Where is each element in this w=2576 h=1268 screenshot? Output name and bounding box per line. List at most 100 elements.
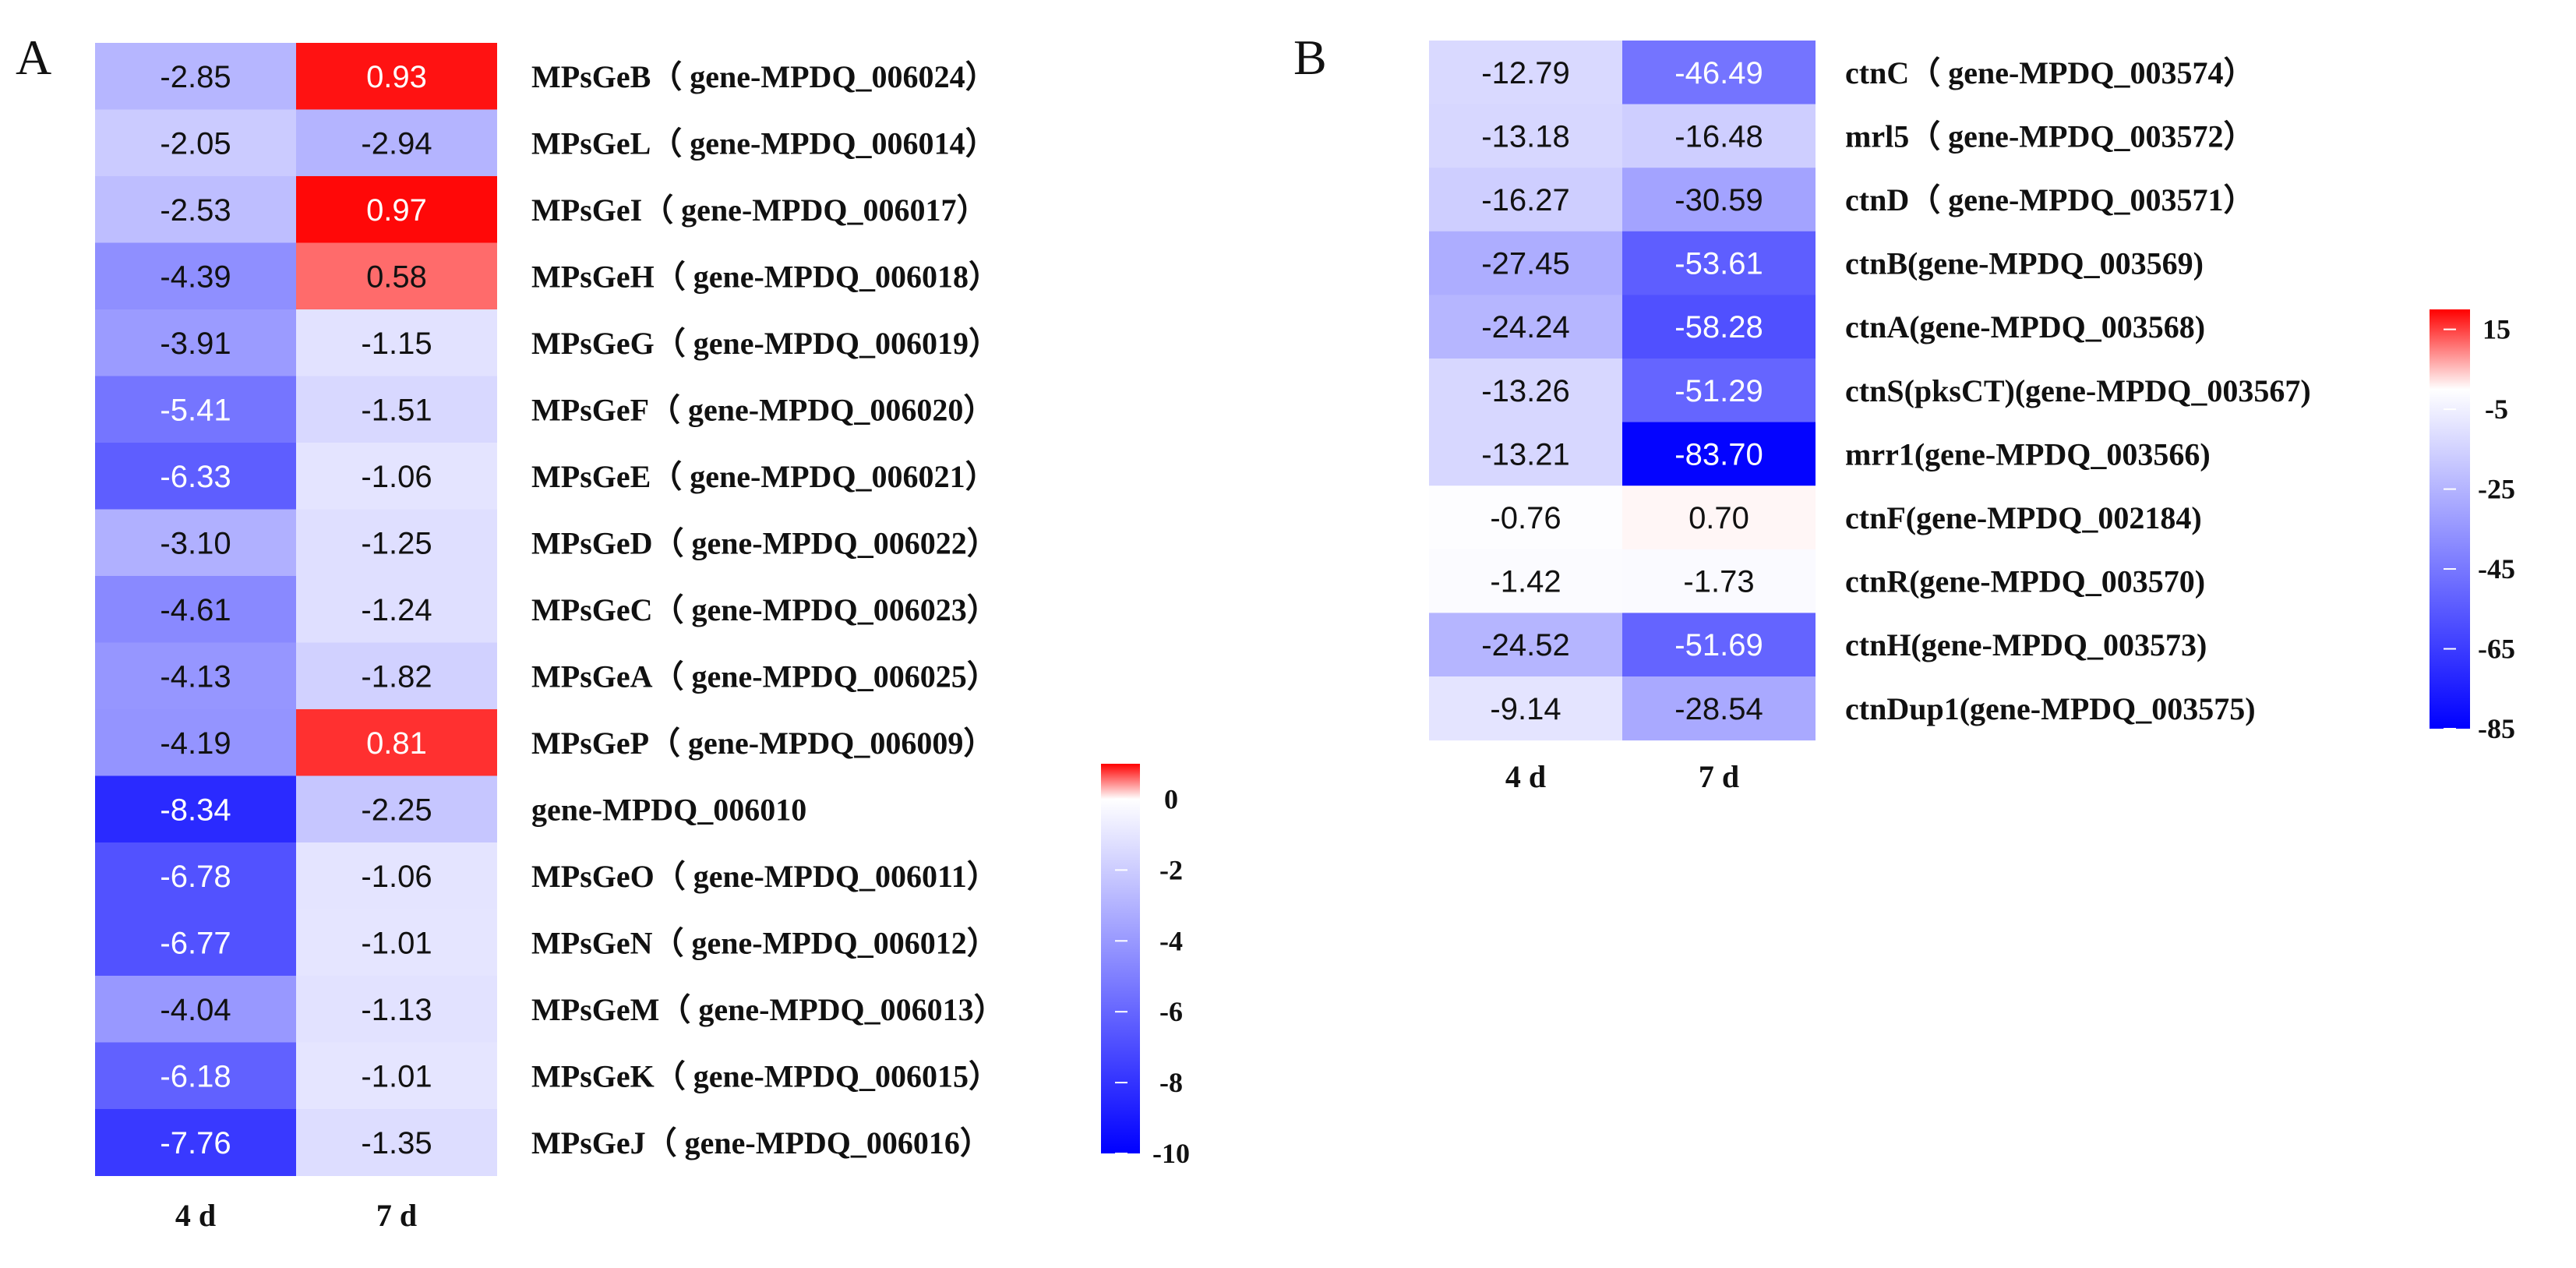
panel-label-a: A xyxy=(16,30,51,85)
heatmap-cell xyxy=(1429,104,1622,168)
row-label: ctnR(gene-MPDQ_003570) xyxy=(1845,564,2205,599)
cell-value: -16.48 xyxy=(1674,119,1763,154)
heatmap-panel-a: A -2.85 0.93-2.05 -2.94-2.53 0.97-4.39 0.58-… xyxy=(16,30,1190,1233)
heatmap-cell xyxy=(1429,549,1622,613)
row-label: ctnS(pksCT)(gene-MPDQ_003567) xyxy=(1845,373,2311,408)
cell-value: -51.69 xyxy=(1674,628,1763,662)
row-label: mrl5（ gene-MPDQ_003572） xyxy=(1845,118,2254,154)
heatmap-cell xyxy=(296,376,497,443)
scale-tick-label: -4 xyxy=(1159,925,1183,956)
heatmap-cell xyxy=(1429,41,1622,105)
row-label: ctnF(gene-MPDQ_002184) xyxy=(1845,500,2202,535)
cell-value: 0.58 xyxy=(366,260,427,294)
heatmap-cell xyxy=(1429,486,1622,550)
heatmap-cell xyxy=(95,509,296,577)
row-label: MPsGeE（ gene-MPDQ_006021） xyxy=(531,459,997,494)
panel-label-b: B xyxy=(1293,30,1327,85)
cell-value: -2.94 xyxy=(361,126,432,161)
heatmap-cell xyxy=(1622,104,1816,168)
cell-value: -28.54 xyxy=(1674,692,1763,726)
row-label: ctnD（ gene-MPDQ_003571） xyxy=(1845,182,2254,217)
cell-value: 0.70 xyxy=(1689,501,1749,535)
color-bar-b xyxy=(2430,309,2470,729)
row-label: mrr1(gene-MPDQ_003566) xyxy=(1845,436,2211,472)
heatmap-cell xyxy=(95,443,296,510)
row-label: MPsGeP（ gene-MPDQ_006009） xyxy=(531,726,994,761)
cell-value: -1.35 xyxy=(361,1126,432,1160)
cell-value: -58.28 xyxy=(1674,310,1763,344)
heatmap-cell xyxy=(296,509,497,577)
cell-value: -3.91 xyxy=(160,327,231,361)
row-label: MPsGeA（ gene-MPDQ_006025） xyxy=(531,659,998,694)
cell-value: -1.15 xyxy=(361,327,432,361)
row-label: MPsGeN（ gene-MPDQ_006012） xyxy=(531,925,998,960)
cell-value: -1.73 xyxy=(1683,565,1754,599)
heatmap-cells-b: -12.79 -46.49 -13.18 -16.48 -16.27 -30.59 -27.… xyxy=(1429,41,1816,741)
cell-value: -4.04 xyxy=(160,993,231,1027)
scale-tick-label: -65 xyxy=(2478,634,2515,665)
cell-value: -46.49 xyxy=(1674,56,1763,90)
row-label: ctnC（ gene-MPDQ_003574） xyxy=(1845,55,2254,90)
scale-tick-label: -85 xyxy=(2478,713,2515,744)
row-label: MPsGeJ（ gene-MPDQ_006016） xyxy=(531,1125,991,1160)
cell-value: -1.01 xyxy=(361,926,432,960)
cell-value: -1.42 xyxy=(1490,565,1561,599)
heatmap-cell xyxy=(1429,676,1622,741)
heatmap-cell xyxy=(95,709,296,776)
heatmap-cell xyxy=(95,1109,296,1176)
row-labels-a: MPsGeB（ gene-MPDQ_006024） MPsGeL（ gene-MP… xyxy=(531,59,1005,1160)
color-scale-a: 0 -2 -4 -6 -8 -10 xyxy=(1101,764,1190,1169)
cell-value: -16.27 xyxy=(1481,183,1569,217)
cell-value: -4.39 xyxy=(160,260,231,294)
heatmap-cell xyxy=(95,1042,296,1110)
heatmap-cell xyxy=(1622,613,1816,677)
heatmap-panel-b: B -12.79 -46.49 -13.18 -16.48 -16.27 -30.59 -2… xyxy=(1293,30,2515,794)
cell-value: -1.01 xyxy=(361,1059,432,1093)
column-label: 7 d xyxy=(1699,759,1739,794)
heatmap-cell xyxy=(1622,359,1816,423)
heatmap-cell xyxy=(95,842,296,909)
heatmap-cell xyxy=(1622,486,1816,550)
heatmap-cell xyxy=(95,909,296,977)
heatmap-cell xyxy=(1622,231,1816,295)
row-label: MPsGeO（ gene-MPDQ_006011） xyxy=(531,859,998,894)
cell-value: -6.18 xyxy=(160,1059,231,1093)
cell-value: -2.05 xyxy=(160,126,231,161)
row-label: MPsGeH（ gene-MPDQ_006018） xyxy=(531,259,1000,294)
cell-value: -1.24 xyxy=(361,593,432,627)
heatmap-cell xyxy=(296,176,497,243)
color-scale-ticks-b: 15 -5 -25 -45 -65 -85 xyxy=(2444,314,2515,744)
heatmap-cell xyxy=(296,642,497,710)
cell-value: -1.51 xyxy=(361,393,432,427)
heatmap-cell xyxy=(1622,295,1816,359)
heatmap-cell xyxy=(1429,359,1622,423)
heatmap-cell xyxy=(296,842,497,909)
heatmap-cell xyxy=(95,242,296,310)
row-label: MPsGeB（ gene-MPDQ_006024） xyxy=(531,59,997,94)
heatmap-cell xyxy=(1622,168,1816,232)
heatmap-cell xyxy=(296,443,497,510)
heatmap-cell xyxy=(1429,422,1622,486)
heatmap-cell xyxy=(95,642,296,710)
heatmap-cell xyxy=(1429,613,1622,677)
heatmap-cell xyxy=(95,576,296,643)
column-label: 4 d xyxy=(175,1198,216,1233)
cell-value: -1.25 xyxy=(361,526,432,560)
cell-value: -5.41 xyxy=(160,393,231,427)
heatmap-cell xyxy=(296,43,497,110)
row-labels-b: ctnC（ gene-MPDQ_003574） mrl5（ gene-MPDQ_0… xyxy=(1845,55,2311,726)
cell-value: 0.81 xyxy=(366,726,427,761)
heatmap-cell xyxy=(95,109,296,177)
heatmap-cells-a: -2.85 0.93 -2.05 -2.94 -2.53 0.97 -4.39 0.58 -3.… xyxy=(95,43,497,1176)
row-label: MPsGeI（ gene-MPDQ_006017） xyxy=(531,192,987,228)
color-bar-a xyxy=(1101,764,1140,1153)
cell-value: -6.78 xyxy=(160,860,231,894)
cell-value: -12.79 xyxy=(1481,56,1569,90)
cell-value: -83.70 xyxy=(1674,437,1763,472)
cell-value: -2.53 xyxy=(160,193,231,228)
heatmap-cell xyxy=(1622,41,1816,105)
heatmap-cell xyxy=(296,1109,497,1176)
column-labels-a: 4 d 7 d xyxy=(175,1198,417,1233)
heatmap-cell xyxy=(1622,549,1816,613)
heatmap-cell xyxy=(296,109,497,177)
